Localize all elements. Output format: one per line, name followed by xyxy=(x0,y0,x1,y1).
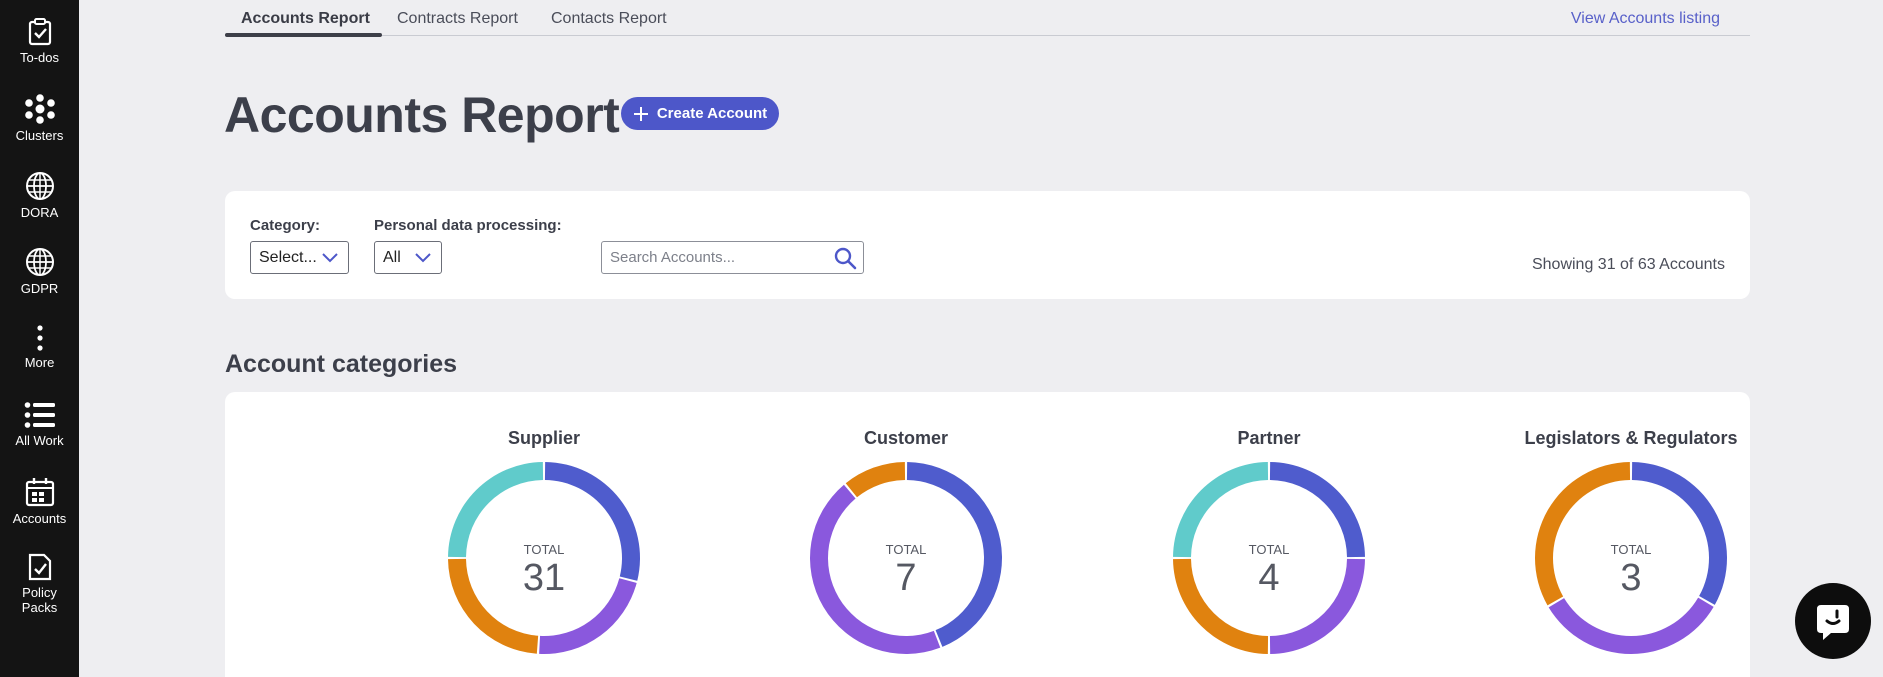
sidebar-item-policy-packs[interactable]: Policy Packs xyxy=(0,553,79,643)
donut-segments xyxy=(1173,462,1365,654)
donut-segment[interactable] xyxy=(544,462,640,581)
search-icon[interactable] xyxy=(833,246,857,270)
create-account-label: Create Account xyxy=(656,105,768,122)
more-vertical-icon xyxy=(36,325,43,351)
sidebar-item-more[interactable]: More xyxy=(0,325,79,395)
donut-segment[interactable] xyxy=(810,484,941,654)
donut-segments xyxy=(448,462,640,654)
donut-chart-supplier: Supplier TOTAL 31 xyxy=(419,428,669,658)
donut-segment[interactable] xyxy=(1535,462,1631,606)
sidebar-item-label: DORA xyxy=(20,205,59,220)
create-account-button[interactable]: Create Account xyxy=(621,97,779,130)
view-accounts-listing-link[interactable]: View Accounts listing xyxy=(1570,10,1720,27)
category-select-value: Select... xyxy=(259,248,317,266)
category-select[interactable]: Select... xyxy=(250,241,349,274)
donut-title: Supplier xyxy=(507,428,580,448)
globe-icon xyxy=(25,172,54,200)
sidebar-item-gdpr[interactable]: GDPR xyxy=(0,247,79,317)
donut-title: Customer xyxy=(863,428,948,448)
filter-panel: Category: Select... Personal data proces… xyxy=(225,191,1750,299)
sidebar-item-dora[interactable]: DORA xyxy=(0,171,79,241)
donut-chart-legislators-regulators: Legislators & Regulators TOTAL 3 xyxy=(1506,428,1756,658)
chat-help-icon xyxy=(1817,605,1849,640)
donut-title: Legislators & Regulators xyxy=(1524,428,1738,448)
donut-svg: TOTAL 4 xyxy=(1173,462,1365,654)
sidebar-item-label: Accounts xyxy=(12,511,67,526)
sidebar-item-accounts[interactable]: Accounts xyxy=(0,477,79,547)
donut-segment[interactable] xyxy=(1269,462,1365,558)
sidebar-item-label: Clusters xyxy=(15,128,64,143)
donut-segment[interactable] xyxy=(906,462,1002,647)
donut-segment[interactable] xyxy=(1631,462,1727,605)
sidebar-item-all-work[interactable]: All Work xyxy=(0,401,79,471)
total-label: TOTAL xyxy=(524,542,565,557)
plus-icon xyxy=(633,106,648,121)
donut-segment[interactable] xyxy=(1173,462,1269,558)
personal-data-select-value: All xyxy=(383,248,401,266)
sidebar-item-label: Policy Packs xyxy=(21,585,58,615)
category-filter-label: Category: xyxy=(250,217,321,234)
donut-segment[interactable] xyxy=(448,558,539,654)
donut-title: Partner xyxy=(1237,428,1301,448)
calendar-grid-icon xyxy=(25,478,54,507)
donut-chart-customer: Customer TOTAL 7 xyxy=(781,428,1031,658)
total-value: 4 xyxy=(1258,557,1279,599)
donut-segments xyxy=(1535,462,1727,654)
donut-svg: TOTAL 3 xyxy=(1535,462,1727,654)
total-value: 3 xyxy=(1620,557,1641,599)
sidebar-item-clusters[interactable]: Clusters xyxy=(0,94,79,164)
sidebar: To-dos Clusters DORA xyxy=(0,0,79,677)
clusters-icon xyxy=(24,94,55,124)
sidebar-item-label: To-dos xyxy=(19,50,60,65)
search-input[interactable] xyxy=(602,242,822,273)
tab-contacts-report[interactable]: Contacts Report xyxy=(551,10,667,27)
account-categories-panel: Supplier TOTAL 31 Customer TOTAL 7 Partn… xyxy=(225,392,1750,677)
globe-icon xyxy=(25,248,54,276)
donut-segment[interactable] xyxy=(448,462,544,558)
donut-segment[interactable] xyxy=(539,578,637,654)
sidebar-item-label: GDPR xyxy=(20,281,59,296)
total-label: TOTAL xyxy=(886,542,927,557)
personal-data-select[interactable]: All xyxy=(374,241,442,274)
page-title: Accounts Report xyxy=(224,87,620,143)
donut-svg: TOTAL 7 xyxy=(810,462,1002,654)
section-title: Account categories xyxy=(225,350,458,378)
donut-segment[interactable] xyxy=(1173,558,1269,654)
donut-segment[interactable] xyxy=(1548,597,1714,654)
report-tabs: Accounts Report Contracts Report Contact… xyxy=(225,0,1750,37)
document-check-icon xyxy=(28,553,51,581)
help-chat-button[interactable] xyxy=(1795,583,1871,659)
donut-svg: TOTAL 31 xyxy=(448,462,640,654)
total-label: TOTAL xyxy=(1249,542,1290,557)
total-value: 7 xyxy=(895,557,916,599)
tab-accounts-report[interactable]: Accounts Report xyxy=(241,10,370,27)
donut-segments xyxy=(810,462,1002,654)
sidebar-item-label: More xyxy=(24,355,55,370)
donut-segment[interactable] xyxy=(1269,558,1365,654)
clipboard-check-icon xyxy=(28,18,51,46)
total-label: TOTAL xyxy=(1611,542,1652,557)
search-box xyxy=(601,241,864,274)
active-tab-indicator xyxy=(225,33,382,37)
personal-data-filter-label: Personal data processing: xyxy=(374,217,562,234)
total-value: 31 xyxy=(523,557,565,599)
tab-contracts-report[interactable]: Contracts Report xyxy=(397,10,518,27)
sidebar-item-label: All Work xyxy=(15,433,64,448)
sidebar-item-todos[interactable]: To-dos xyxy=(0,18,79,88)
chevron-down-icon xyxy=(322,253,338,263)
chevron-down-icon xyxy=(415,253,431,263)
results-count: Showing 31 of 63 Accounts xyxy=(1531,256,1725,273)
donut-segment[interactable] xyxy=(845,462,906,498)
list-icon xyxy=(24,402,55,428)
donut-chart-partner: Partner TOTAL 4 xyxy=(1144,428,1394,658)
